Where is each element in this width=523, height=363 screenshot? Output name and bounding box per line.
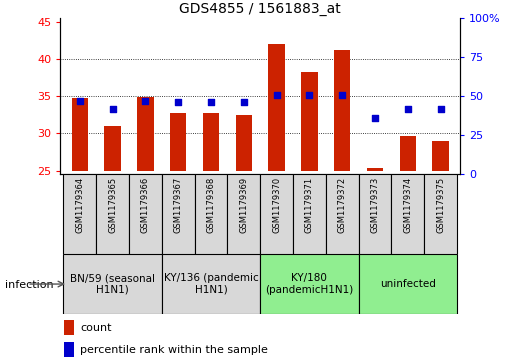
- Point: [76, 98, 84, 104]
- Point: [338, 92, 346, 98]
- Bar: [162, 254, 260, 314]
- Text: GSM1179365: GSM1179365: [108, 177, 117, 233]
- Point: [371, 115, 379, 121]
- Text: KY/136 (pandemic
H1N1): KY/136 (pandemic H1N1): [164, 273, 258, 295]
- Bar: [293, 174, 326, 254]
- Bar: [162, 174, 195, 254]
- Bar: [359, 174, 391, 254]
- Bar: [359, 254, 457, 314]
- Point: [108, 106, 117, 111]
- Bar: [260, 174, 293, 254]
- Bar: [96, 174, 129, 254]
- Bar: [326, 174, 359, 254]
- Text: GSM1179373: GSM1179373: [370, 177, 380, 233]
- Point: [174, 99, 183, 105]
- Text: count: count: [80, 323, 111, 333]
- Point: [272, 92, 281, 98]
- Bar: [260, 254, 359, 314]
- Text: GSM1179367: GSM1179367: [174, 177, 183, 233]
- Bar: [268, 44, 285, 171]
- Bar: [170, 113, 186, 171]
- Text: percentile rank within the sample: percentile rank within the sample: [80, 345, 268, 355]
- Bar: [334, 50, 350, 171]
- Point: [207, 99, 215, 105]
- Text: GSM1179370: GSM1179370: [272, 177, 281, 233]
- Bar: [228, 174, 260, 254]
- Bar: [433, 141, 449, 171]
- Point: [436, 106, 445, 111]
- Bar: [203, 113, 219, 171]
- Text: KY/180
(pandemicH1N1): KY/180 (pandemicH1N1): [265, 273, 354, 295]
- Text: BN/59 (seasonal
H1N1): BN/59 (seasonal H1N1): [70, 273, 155, 295]
- Point: [240, 99, 248, 105]
- Bar: [367, 168, 383, 171]
- Point: [305, 92, 314, 98]
- Bar: [64, 342, 74, 357]
- Bar: [301, 72, 317, 171]
- Bar: [105, 126, 121, 171]
- Bar: [391, 174, 424, 254]
- Point: [404, 106, 412, 111]
- Point: [141, 98, 150, 104]
- Bar: [129, 174, 162, 254]
- Bar: [64, 320, 74, 335]
- Bar: [63, 174, 96, 254]
- Text: GSM1179366: GSM1179366: [141, 177, 150, 233]
- Text: GSM1179375: GSM1179375: [436, 177, 445, 233]
- Text: GSM1179368: GSM1179368: [207, 177, 215, 233]
- Bar: [72, 98, 88, 171]
- Title: GDS4855 / 1561883_at: GDS4855 / 1561883_at: [179, 2, 341, 16]
- Text: GSM1179374: GSM1179374: [403, 177, 412, 233]
- Bar: [195, 174, 228, 254]
- Bar: [424, 174, 457, 254]
- Bar: [63, 254, 162, 314]
- Text: GSM1179371: GSM1179371: [305, 177, 314, 233]
- Text: infection: infection: [5, 280, 54, 290]
- Text: GSM1179364: GSM1179364: [75, 177, 84, 233]
- Text: GSM1179372: GSM1179372: [338, 177, 347, 233]
- Bar: [400, 136, 416, 171]
- Bar: [235, 115, 252, 171]
- Text: GSM1179369: GSM1179369: [240, 177, 248, 233]
- Bar: [137, 97, 154, 171]
- Text: uninfected: uninfected: [380, 279, 436, 289]
